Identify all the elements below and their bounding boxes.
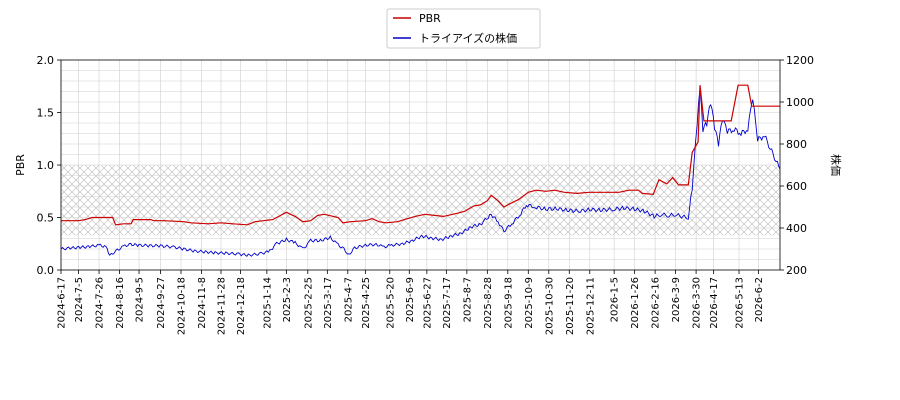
x-tick-label: 2025-2-25 xyxy=(303,277,314,329)
x-tick-label: 2025-10-9 xyxy=(524,277,535,329)
x-tick-label: 2024-8-16 xyxy=(115,277,126,329)
x-tick-label: 2024-7-5 xyxy=(74,277,85,322)
x-tick-label: 2024-10-18 xyxy=(176,277,187,335)
x-tick-label: 2024-6-17 xyxy=(57,277,68,329)
x-tick-label: 2025-5-20 xyxy=(385,277,396,329)
x-tick-label: 2026-2-16 xyxy=(651,277,662,329)
x-tick-label: 2024-12-18 xyxy=(236,277,247,335)
x-tick-label: 2024-9-5 xyxy=(135,277,146,322)
x-tick-label: 2025-6-27 xyxy=(422,277,433,329)
legend-frame xyxy=(386,8,541,49)
right-tick-label: 800 xyxy=(786,138,807,151)
grid-lines xyxy=(60,60,780,270)
x-axis-ticks: 2024-6-17 2024-7-5 2024-7-26 2024-8-16 2024-… xyxy=(57,270,765,335)
left-axis-label: PBR xyxy=(14,154,27,176)
left-axis-ticks: 0.0 0.5 1.0 1.5 2.0 xyxy=(37,54,61,277)
left-tick-label: 1.0 xyxy=(37,159,55,172)
x-tick-label: 2026-6-2 xyxy=(754,277,765,322)
right-tick-label: 1000 xyxy=(786,96,814,109)
right-tick-label: 400 xyxy=(786,222,807,235)
x-tick-label: 2025-12-11 xyxy=(585,277,596,335)
x-tick-label: 2026-3-30 xyxy=(692,277,703,329)
x-tick-label: 2025-7-17 xyxy=(442,277,453,329)
series-line-price xyxy=(61,88,780,257)
x-tick-label: 2024-7-26 xyxy=(95,277,106,329)
x-tick-label: 2026-1-26 xyxy=(630,277,641,329)
left-tick-label: 0.5 xyxy=(37,212,55,225)
x-tick-label: 2025-11-20 xyxy=(565,277,576,335)
right-tick-label: 1200 xyxy=(786,54,814,67)
left-tick-label: 2.0 xyxy=(37,54,55,67)
x-tick-label: 2025-8-28 xyxy=(483,277,494,329)
x-tick-label: 2025-4-7 xyxy=(343,277,354,322)
legend-label-pbr: PBR xyxy=(419,12,441,25)
series-line-pbr xyxy=(61,84,780,226)
right-axis-ticks: 200 400 600 800 1000 1200 xyxy=(780,54,814,277)
x-tick-label: 2026-4-17 xyxy=(709,277,720,329)
x-tick-label: 2026-3-9 xyxy=(671,277,682,322)
x-tick-label: 2024-9-27 xyxy=(156,277,167,329)
x-tick-label: 2025-8-7 xyxy=(462,277,473,322)
x-tick-label: 2024-11-8 xyxy=(197,277,208,329)
x-tick-label: 2025-10-30 xyxy=(544,277,555,335)
left-tick-label: 1.5 xyxy=(37,107,55,120)
x-tick-label: 2025-2-3 xyxy=(282,277,293,322)
legend-label-price: トライアイズの株価 xyxy=(419,31,517,45)
x-tick-label: 2025-1-14 xyxy=(262,277,273,329)
legend: PBR トライアイズの株価 xyxy=(386,8,541,49)
x-tick-label: 2025-9-18 xyxy=(503,277,514,329)
x-tick-label: 2026-5-13 xyxy=(735,277,746,329)
right-tick-label: 200 xyxy=(786,264,807,277)
right-axis-label: 株価 xyxy=(829,154,843,176)
x-tick-label: 2026-1-5 xyxy=(610,277,621,322)
x-tick-label: 2025-4-25 xyxy=(361,277,372,329)
x-tick-label: 2024-11-28 xyxy=(216,277,227,335)
x-tick-label: 2025-3-17 xyxy=(323,277,334,329)
left-tick-label: 0.0 xyxy=(37,264,55,277)
x-tick-label: 2025-6-9 xyxy=(405,277,416,322)
right-tick-label: 600 xyxy=(786,180,807,193)
